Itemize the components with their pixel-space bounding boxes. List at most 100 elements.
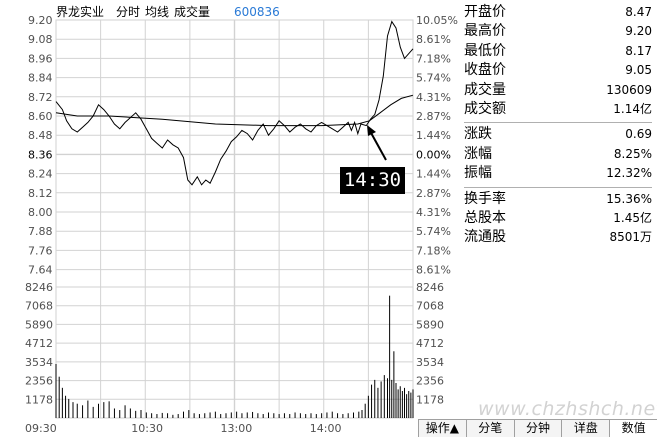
time-tick: 14:00 xyxy=(310,422,342,435)
percent-tick: 8.61% xyxy=(416,264,451,277)
stat-label: 流通股 xyxy=(464,229,506,246)
stat-label: 成交量 xyxy=(464,81,506,98)
stat-row: 流通股 8501万 xyxy=(464,228,652,247)
volume-tick: 3534 xyxy=(25,356,53,369)
stat-row: 涨跌 0.69 xyxy=(464,125,652,144)
stat-label: 成交额 xyxy=(464,100,506,117)
stat-row: 成交量 130609 xyxy=(464,81,652,100)
time-tick: 13:00 xyxy=(221,422,253,435)
stat-value: 8.17 xyxy=(625,43,652,58)
tab-4[interactable]: 数值 xyxy=(609,419,657,437)
stat-row: 收盘价 9.05 xyxy=(464,61,652,80)
percent-tick: 2.87% xyxy=(416,110,451,123)
tab-1[interactable]: 分笔 xyxy=(465,419,515,437)
percent-tick: 4.31% xyxy=(416,206,451,219)
bottom-tabs: 操作▲ 分笔 分钟 详盘 数值 xyxy=(418,419,657,437)
panel-divider xyxy=(464,186,652,188)
price-tick: 8.96 xyxy=(28,52,53,65)
stat-row: 最低价 8.17 xyxy=(464,42,652,61)
price-tick: 8.48 xyxy=(28,129,53,142)
percent-tick: 7.18% xyxy=(416,52,451,65)
stat-value: 1.45亿 xyxy=(613,210,652,225)
percent-tick: 1.44% xyxy=(416,129,451,142)
stat-value: 12.32% xyxy=(606,166,652,181)
stat-label: 换手率 xyxy=(464,190,506,207)
price-axis-labels: 9.20 9.08 8.96 8.84 8.72 8.60 8.48 8.36 8.24 8.12… xyxy=(25,14,53,406)
time-axis-labels: 09:30 10:30 13:00 14:00 xyxy=(25,422,341,435)
stat-value: 15.36% xyxy=(606,191,652,206)
stat-label: 涨幅 xyxy=(464,145,492,162)
price-tick: 9.20 xyxy=(28,14,53,27)
stat-value: 8501万 xyxy=(609,230,652,245)
price-tick: 8.84 xyxy=(28,72,53,85)
percent-tick: 5.74% xyxy=(416,72,451,85)
price-tick: 8.12 xyxy=(28,187,53,200)
mode-label[interactable]: 分时 xyxy=(116,5,140,19)
stat-row: 开盘价 8.47 xyxy=(464,3,652,22)
stat-label: 开盘价 xyxy=(464,4,506,20)
volume-tick-right: 2356 xyxy=(416,375,444,388)
volume-tick: 7068 xyxy=(25,300,53,313)
stat-value: 8.25% xyxy=(613,146,652,161)
percent-tick: 4.31% xyxy=(416,91,451,104)
volume-tick: 1178 xyxy=(25,393,53,406)
percent-axis-labels: 10.05% 8.61% 7.18% 5.74% 4.31% 2.87% 1.44% 0.00… xyxy=(416,14,458,406)
percent-tick: 1.44% xyxy=(416,168,451,181)
volume-bars xyxy=(55,295,414,418)
volume-tick: 5890 xyxy=(25,318,53,331)
tab-3[interactable]: 详盘 xyxy=(561,419,611,437)
tab-2[interactable]: 分钟 xyxy=(513,419,563,437)
price-tick: 7.88 xyxy=(28,225,53,238)
volume-tick: 2356 xyxy=(25,375,53,388)
percent-tick: 10.05% xyxy=(416,14,458,27)
percent-tick: 2.87% xyxy=(416,187,451,200)
volume-tick-right: 4712 xyxy=(416,337,444,350)
stat-row: 换手率 15.36% xyxy=(464,190,652,209)
stat-label: 振幅 xyxy=(464,165,492,182)
percent-tick: 5.74% xyxy=(416,225,451,238)
volume-tick-right: 5890 xyxy=(416,318,444,331)
stat-label: 最低价 xyxy=(464,42,506,59)
stat-row: 最高价 9.20 xyxy=(464,22,652,41)
stat-label: 最高价 xyxy=(464,23,506,40)
stat-row: 总股本 1.45亿 xyxy=(464,209,652,228)
average-label[interactable]: 均线 xyxy=(145,5,169,19)
stat-value: 9.05 xyxy=(625,63,652,78)
stat-label: 涨跌 xyxy=(464,126,492,143)
volume-tick-right: 7068 xyxy=(416,300,444,313)
volume-tick-right: 1178 xyxy=(416,393,444,406)
time-tick: 09:30 xyxy=(25,422,57,435)
stat-row: 涨幅 8.25% xyxy=(464,145,652,164)
stat-label: 总股本 xyxy=(464,209,506,226)
watermark: www.chzhshch.net xyxy=(478,398,657,420)
stat-value: 1.14亿 xyxy=(613,101,652,116)
stat-value: 130609 xyxy=(606,82,652,97)
stat-row: 振幅 12.32% xyxy=(464,164,652,183)
tab-0[interactable]: 操作▲ xyxy=(418,419,467,437)
price-tick: 8.72 xyxy=(28,91,53,104)
price-tick: 7.64 xyxy=(28,264,53,277)
price-tick: 8.24 xyxy=(28,168,53,181)
percent-tick: 8.61% xyxy=(416,33,451,46)
stock-name: 界龙实业 xyxy=(56,4,104,19)
callout-arrow xyxy=(367,125,387,161)
percent-tick: 7.18% xyxy=(416,244,451,257)
price-line xyxy=(55,20,414,186)
stat-label: 收盘价 xyxy=(464,62,506,79)
stat-value: 0.69 xyxy=(625,127,652,142)
price-tick: 8.60 xyxy=(28,110,53,123)
price-tick: 9.08 xyxy=(28,33,53,46)
stat-value: 8.47 xyxy=(625,5,652,19)
price-tick: 7.76 xyxy=(28,244,53,257)
stock-code: 600836 xyxy=(234,5,280,19)
volume-label[interactable]: 成交量 xyxy=(174,4,210,19)
volume-tick: 8246 xyxy=(25,281,53,294)
price-tick: 8.00 xyxy=(28,206,53,219)
stat-value: 9.20 xyxy=(625,24,652,39)
volume-tick-right: 3534 xyxy=(416,356,444,369)
time-callout: 14:30 xyxy=(340,167,405,194)
chart-grid xyxy=(55,19,414,419)
time-tick: 10:30 xyxy=(131,422,163,435)
percent-tick: 0.00% xyxy=(416,148,451,161)
stats-panel: 开盘价 8.47 最高价 9.20 最低价 8.17 收盘价 9.05 成交量 130609 成交额… xyxy=(464,3,652,248)
